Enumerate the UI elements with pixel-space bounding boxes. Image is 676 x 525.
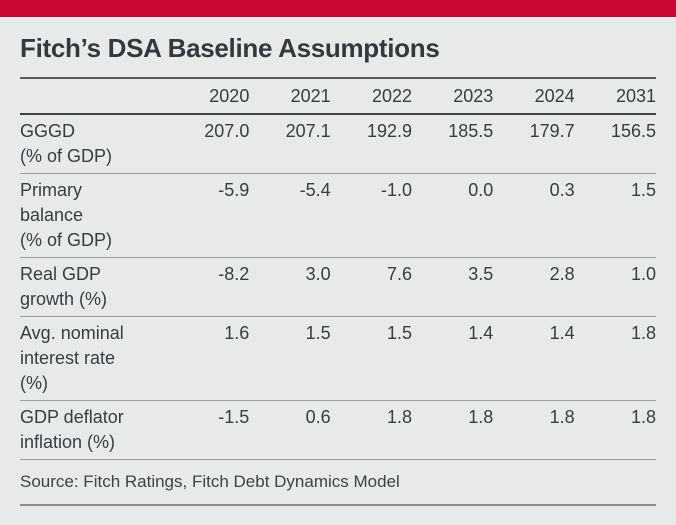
table-row-primary-balance: Primary balance (% of GDP) -5.9 -5.4 -1.… — [20, 173, 656, 258]
cell: 1.8 — [330, 400, 412, 460]
figure-container: Fitch’s DSA Baseline Assumptions 2020 20… — [20, 32, 656, 506]
year-header-2022: 2022 — [330, 79, 412, 115]
cell: 1.8 — [411, 400, 494, 460]
table-header: 2020 2021 2022 2023 2024 2031 — [20, 79, 656, 115]
cell: -1.0 — [330, 173, 412, 258]
source-attribution: Source: Fitch Ratings, Fitch Debt Dynami… — [20, 460, 656, 506]
title-divider — [20, 77, 656, 79]
dsa-assumptions-table: 2020 2021 2022 2023 2024 2031 GGGD (% of… — [20, 79, 656, 460]
cell: 0.6 — [249, 400, 331, 460]
year-header-2024: 2024 — [493, 79, 575, 115]
cell: 1.5 — [249, 316, 331, 401]
year-header-2020: 2020 — [168, 79, 250, 115]
cell: 1.4 — [411, 316, 494, 401]
cell: 1.8 — [574, 316, 656, 401]
fitch-brand-bar — [0, 0, 676, 17]
year-header-2021: 2021 — [249, 79, 331, 115]
cell: 1.5 — [574, 173, 656, 258]
cell: 1.8 — [574, 400, 656, 460]
row-label: Real GDP growth (%) — [20, 257, 168, 317]
row-label: GGGD (% of GDP) — [20, 114, 168, 174]
cell: 1.4 — [493, 316, 575, 401]
table-row-gdp-deflator-inflation: GDP deflator inflation (%) -1.5 0.6 1.8 … — [20, 400, 656, 460]
cell: 1.5 — [330, 316, 412, 401]
cell: -5.9 — [168, 173, 250, 258]
cell: -1.5 — [168, 400, 250, 460]
row-label: Primary balance (% of GDP) — [20, 173, 168, 258]
cell: 0.0 — [411, 173, 494, 258]
cell: 179.7 — [493, 114, 575, 174]
cell: 207.0 — [168, 114, 250, 174]
table-row-avg-nominal-interest-rate: Avg. nominal interest rate (%) 1.6 1.5 1… — [20, 316, 656, 401]
year-header-2031: 2031 — [574, 79, 656, 115]
cell: 185.5 — [411, 114, 494, 174]
row-label: Avg. nominal interest rate (%) — [20, 316, 168, 401]
row-label: GDP deflator inflation (%) — [20, 400, 168, 460]
header-label-spacer — [20, 79, 168, 115]
cell: 3.0 — [249, 257, 331, 317]
cell: 192.9 — [330, 114, 412, 174]
header-row: 2020 2021 2022 2023 2024 2031 — [20, 79, 656, 115]
cell: 156.5 — [574, 114, 656, 174]
cell: 1.6 — [168, 316, 250, 401]
cell: 7.6 — [330, 257, 412, 317]
year-header-2023: 2023 — [411, 79, 494, 115]
cell: 1.0 — [574, 257, 656, 317]
cell: 3.5 — [411, 257, 494, 317]
table-row-real-gdp-growth: Real GDP growth (%) -8.2 3.0 7.6 3.5 2.8… — [20, 257, 656, 317]
table-row-gggd: GGGD (% of GDP) 207.0 207.1 192.9 185.5 … — [20, 114, 656, 174]
cell: -8.2 — [168, 257, 250, 317]
cell: 2.8 — [493, 257, 575, 317]
cell: 1.8 — [493, 400, 575, 460]
table-body: GGGD (% of GDP) 207.0 207.1 192.9 185.5 … — [20, 114, 656, 460]
cell: -5.4 — [249, 173, 331, 258]
cell: 207.1 — [249, 114, 331, 174]
figure-title: Fitch’s DSA Baseline Assumptions — [20, 33, 440, 63]
cell: 0.3 — [493, 173, 575, 258]
